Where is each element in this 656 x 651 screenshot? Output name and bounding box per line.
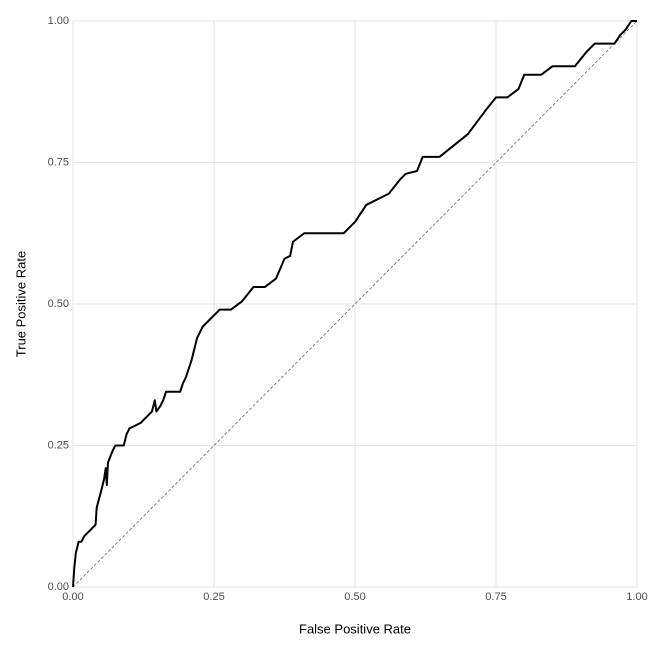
y-tick-label: 0.50 <box>48 298 69 310</box>
y-tick-label: 1.00 <box>48 15 69 27</box>
y-tick-label: 0.75 <box>48 156 69 168</box>
y-tick-label: 0.00 <box>48 581 69 593</box>
roc-line <box>72 20 637 588</box>
x-tick-label: 0.00 <box>62 591 83 603</box>
reference-line <box>72 20 638 588</box>
x-axis-title: False Positive Rate <box>299 621 411 636</box>
y-axis-title: True Positive Rate <box>13 251 28 357</box>
x-tick-label: 1.00 <box>626 591 647 603</box>
y-tick-label: 0.25 <box>48 439 69 451</box>
x-tick-label: 0.25 <box>203 591 224 603</box>
x-tick-label: 0.75 <box>485 591 506 603</box>
x-tick-label: 0.50 <box>344 591 365 603</box>
